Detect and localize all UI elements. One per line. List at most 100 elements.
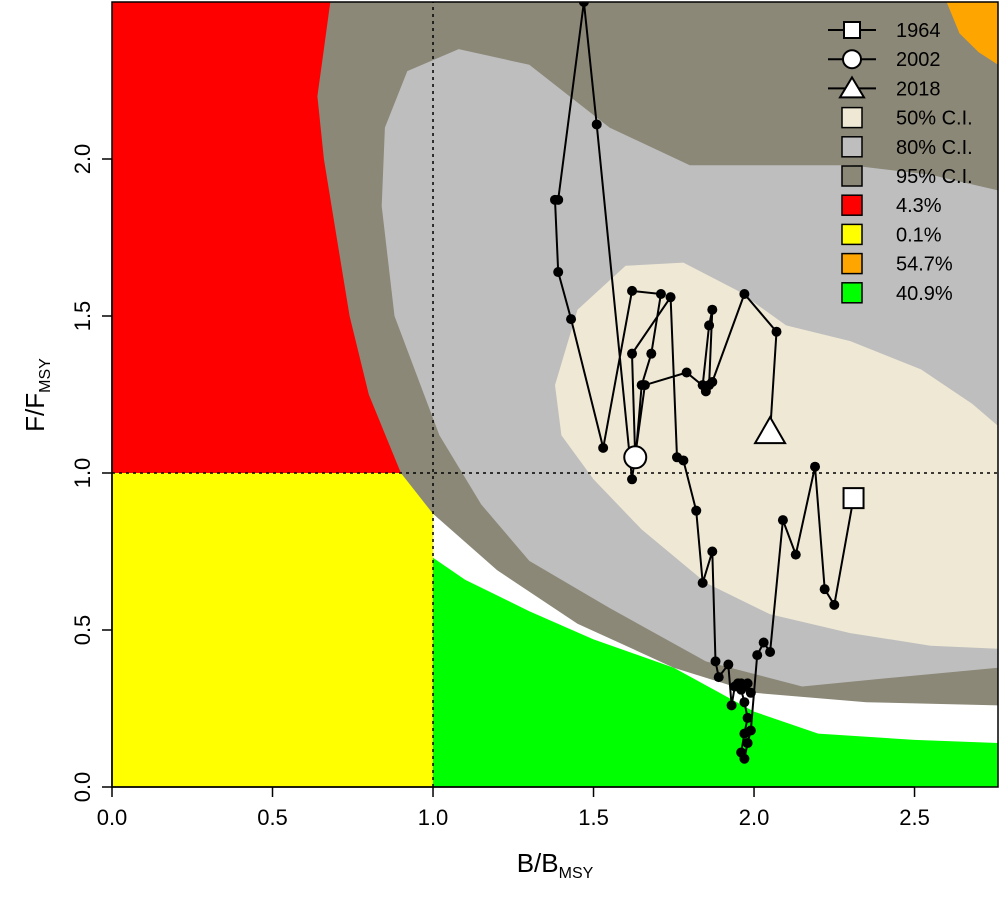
yellow-region [112,473,434,787]
y-tick-label: 1.5 [70,301,95,332]
legend-triangle-icon [838,75,866,99]
trajectory-point [758,637,769,648]
trajectory-point [627,285,638,296]
trajectory-point [665,292,676,303]
ci-region-50 [555,262,998,649]
legend-swatch [841,165,863,187]
trajectory-point [591,119,602,130]
x-tick-label: 0.5 [257,805,288,830]
legend-swatch [841,194,863,216]
legend-label: 54.7% [896,254,953,276]
trajectory-point [729,681,740,692]
legend-item: 2018 [828,75,941,100]
trajectory-point [771,326,782,337]
marker-2018 [753,415,787,445]
trajectory-point [765,646,776,657]
legend-item: 1964 [828,20,941,42]
year-markers [623,415,865,510]
legend-item: 80% C.I. [841,136,973,159]
reference-lines [112,2,998,787]
legend-label: 95% C.I. [896,166,973,188]
trajectory-point [736,747,747,758]
trajectory-point [598,442,609,453]
legend-square-icon [843,21,861,39]
legend-swatch [841,252,863,275]
orange-region [946,2,998,65]
trajectory-point [829,599,840,610]
legend-label: 2018 [896,78,941,100]
legend-swatch [841,106,863,129]
legend-label: 4.3% [896,195,942,217]
marker-2002 [623,445,648,470]
trajectory-point [710,656,721,667]
trajectory-point [739,697,750,708]
legend-item: 2002 [828,49,941,71]
trajectory-point [681,367,692,378]
x-axis-title-sub: MSY [559,865,594,882]
x-tick-label: 1.0 [418,805,449,830]
plot-area [112,2,998,787]
trajectory-point [627,474,638,485]
trajectory-point [819,584,830,595]
legend-swatch [841,282,863,304]
legend: 1964 2002 2018 50% C.I. 80% C.I. 95% C.I. 4.3%… [828,20,973,305]
trajectory-point [742,738,753,749]
trajectory-point [691,505,702,516]
y-axis-title: F/FMSY [20,358,54,432]
y-axis-title-main: F/F [20,393,50,432]
trajectory-point [646,348,657,359]
trajectory-point [739,728,750,739]
legend-item: 95% C.I. [841,165,973,188]
trajectory-point [707,376,718,387]
y-axis-title-sub: MSY [37,358,54,393]
legend-swatch [841,223,863,246]
y-tick-label: 0.5 [70,615,95,646]
trajectory-point [790,549,801,560]
green-region [433,557,998,787]
trajectory-point [704,320,715,331]
trajectory-point [627,348,638,359]
marker-1964 [842,487,865,510]
trajectory-point [553,267,564,278]
trajectory-point [671,452,682,463]
legend-label: 40.9% [896,283,953,305]
trajectory-point [700,386,711,397]
x-axis-title-main: B/B [517,848,559,878]
trajectory-point [745,687,756,698]
trajectory-point [739,289,750,300]
trajectory-point [777,515,788,526]
legend-label: 0.1% [896,224,942,246]
x-tick-label: 2.0 [739,805,770,830]
legend-circle-icon [842,49,862,70]
legend-item: 50% C.I. [841,106,973,130]
trajectory-point [752,650,763,661]
legend-label: 2002 [896,49,941,71]
y-tick-label: 0.0 [70,772,95,803]
trajectory-point [655,289,666,300]
trajectory-point [810,461,821,472]
y-tick-label: 1.0 [70,458,95,489]
legend-item: 40.9% [841,282,953,305]
legend-item: 4.3% [841,194,942,217]
trajectory-point [707,546,718,557]
trajectory-point [578,2,589,7]
legend-label: 1964 [896,20,941,42]
legend-swatch [841,136,863,158]
trajectory-point [553,194,564,205]
trajectory-point [697,577,708,588]
x-axis: 0.0 0.5 1.0 1.5 2.0 2.5 [97,786,930,830]
x-tick-label: 1.5 [578,805,609,830]
x-axis-title: B/BMSY [517,848,594,882]
trajectory-point [639,380,650,391]
trajectory-point [566,314,577,325]
legend-label: 50% C.I. [896,108,973,130]
y-tick-label: 2.0 [70,144,95,175]
trajectory-point [742,712,753,723]
y-axis: 0.0 0.5 1.0 1.5 2.0 [70,144,113,803]
trajectory-point [723,659,734,670]
legend-item: 54.7% [841,252,953,276]
legend-item: 0.1% [841,223,942,246]
x-tick-label: 2.5 [899,805,930,830]
trajectory-point [726,700,737,711]
trajectory-point [707,304,718,315]
